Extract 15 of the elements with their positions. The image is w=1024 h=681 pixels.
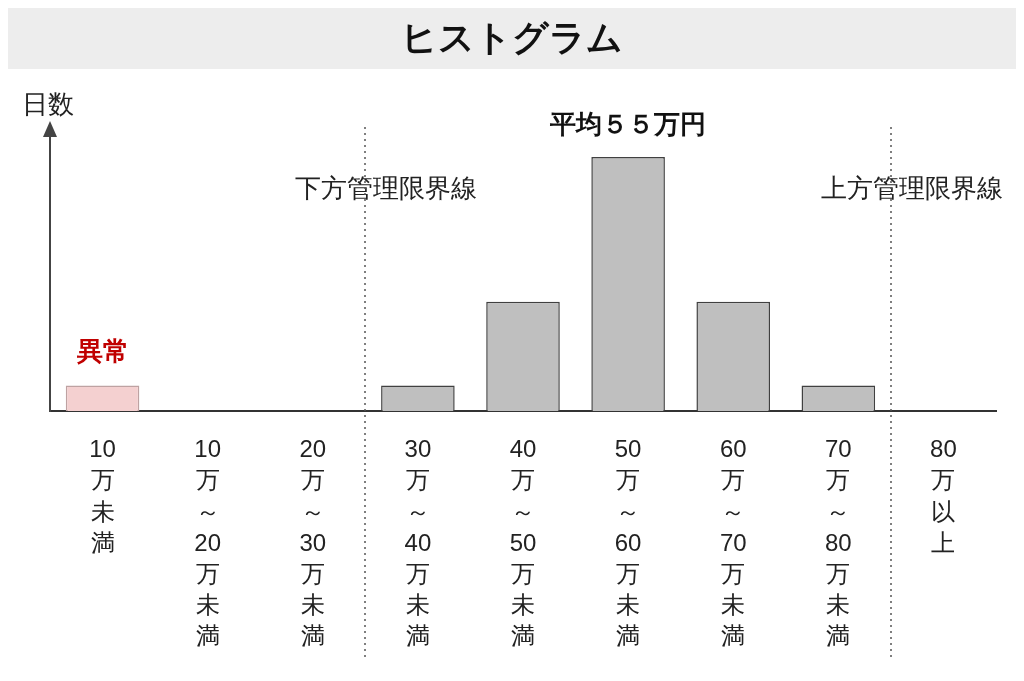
annotation: 下方管理限界線 [295, 173, 478, 204]
x-tick-label: 80万以上 [930, 435, 957, 556]
x-tick-label: 60万～70万未満 [719, 435, 747, 650]
y-axis-title: 日数 [22, 88, 74, 121]
x-tick-label: 40万～50万未満 [509, 435, 537, 650]
chart-title: ヒストグラム [8, 8, 1016, 69]
x-tick-label: 70万～80万未満 [824, 435, 852, 650]
text: 平均５５万円 [549, 109, 707, 140]
annotation: 上方管理限界線 [820, 173, 1003, 204]
x-tick-label: 30万～40万未満 [404, 435, 432, 650]
x-tick-label: 10万未満 [89, 435, 116, 556]
x-tick-label: 10万～20万未満 [194, 435, 222, 650]
x-tick-label: 20万～30万未満 [299, 435, 327, 650]
annotation: 異常 [75, 335, 129, 366]
x-tick-label: 50万～60万未満 [614, 435, 642, 650]
